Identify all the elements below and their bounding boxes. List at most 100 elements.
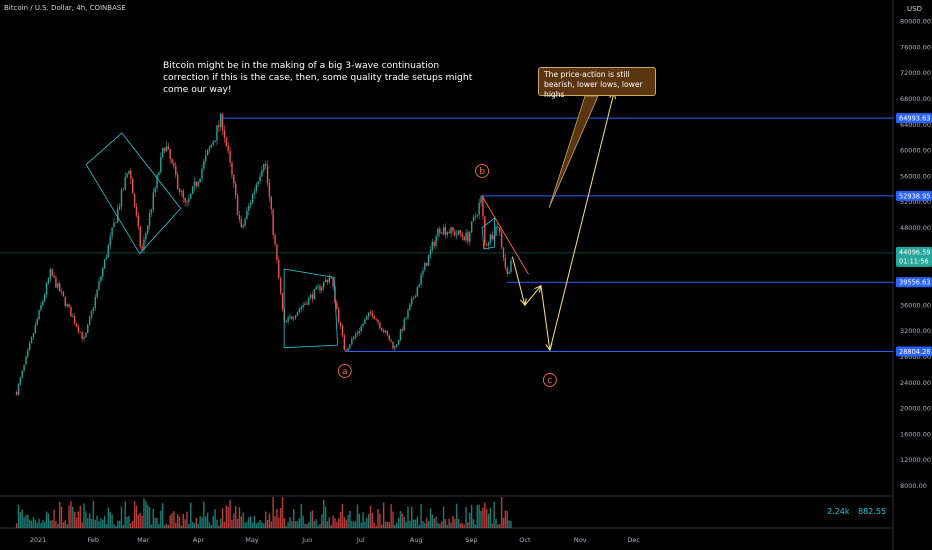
- candle-body: [401, 329, 404, 331]
- candle-body: [484, 216, 486, 245]
- volume-bar: [324, 506, 327, 528]
- volume-bar: [98, 521, 100, 528]
- candle-body: [384, 331, 387, 333]
- volume-bar: [171, 513, 173, 528]
- volume-bar: [182, 513, 184, 528]
- volume-bar: [259, 520, 261, 528]
- candle-body: [478, 202, 480, 215]
- volume-bar: [100, 518, 102, 528]
- candle-body: [225, 138, 228, 146]
- candle-body: [244, 218, 246, 226]
- volume-bar: [32, 517, 35, 528]
- candle-body: [287, 317, 289, 322]
- candle-body: [88, 317, 91, 325]
- candle-body: [268, 182, 271, 198]
- candle-body: [15, 392, 18, 395]
- candle-body: [25, 356, 27, 365]
- volume-bar: [336, 521, 338, 528]
- candle-body: [324, 280, 327, 283]
- volume-bar: [469, 512, 471, 528]
- volume-bar: [184, 519, 186, 528]
- volume-bar: [495, 518, 497, 528]
- descending-trendline: [481, 195, 529, 275]
- volume-bar: [55, 521, 57, 528]
- candle-body: [304, 303, 306, 305]
- volume-pane: [0, 0, 894, 550]
- volume-bar: [117, 520, 119, 528]
- time-tick-label: Mar: [137, 536, 150, 544]
- volume-bar: [90, 519, 93, 528]
- volume-bar: [85, 511, 87, 528]
- candle-body: [184, 197, 186, 203]
- candle-body: [274, 234, 276, 245]
- volume-bar: [107, 507, 110, 528]
- volume-bar: [403, 516, 405, 528]
- currency-label: USD: [907, 5, 922, 13]
- volume-bar: [132, 520, 134, 528]
- candle-body: [190, 193, 192, 199]
- candle-body: [55, 277, 57, 288]
- candle-body: [308, 297, 310, 305]
- candle-body: [83, 337, 85, 339]
- volume-bar: [17, 504, 20, 528]
- time-tick-label: Jul: [356, 536, 365, 544]
- volume-bar: [206, 512, 209, 528]
- volume-bar: [302, 515, 304, 528]
- candle-body: [467, 232, 469, 242]
- candle-body: [43, 294, 46, 301]
- price-tick-label: 52000.00: [900, 198, 931, 206]
- price-tick-label: 56000.00: [900, 172, 931, 180]
- time-tick-label: Dec: [627, 536, 640, 544]
- time-axis: 2021 Feb Mar Apr May Jun Jul Aug Sep Oct Nov Dec: [30, 536, 641, 544]
- volume-bar: [238, 507, 241, 528]
- volume-bar: [467, 522, 469, 528]
- candle-body: [242, 225, 244, 228]
- bearish-note: The price-action is still bearish, lower…: [538, 67, 656, 99]
- price-tick-label: 80000.00: [900, 18, 931, 26]
- volume-bar: [188, 524, 190, 528]
- candle-body: [422, 270, 424, 275]
- candle-body: [489, 234, 492, 243]
- volume-bar: [165, 523, 168, 528]
- candle-body: [452, 227, 454, 232]
- price-tick-label: 48000.00: [900, 224, 931, 232]
- candle-body: [294, 315, 297, 318]
- candle-body: [201, 168, 203, 179]
- level-tag-label: 64993.63: [899, 115, 930, 123]
- candle-body: [336, 302, 338, 309]
- volume-bar: [186, 511, 188, 528]
- candle-body: [337, 308, 340, 323]
- candle-body: [57, 283, 59, 288]
- candle-body: [72, 316, 74, 318]
- volume-bar: [163, 525, 166, 528]
- volume-bar: [145, 500, 147, 528]
- volume-bar: [221, 508, 224, 528]
- volume-bar: [111, 514, 113, 528]
- level-price-tag: 52938.95: [896, 190, 932, 201]
- volume-bar: [34, 519, 37, 528]
- candle-body: [366, 316, 368, 320]
- volume-bar: [220, 518, 222, 528]
- candle-body: [98, 281, 100, 290]
- candle-body: [23, 364, 25, 371]
- candle-body: [315, 286, 317, 290]
- price-tick-label: 76000.00: [900, 43, 931, 51]
- drawings: [0, 91, 893, 353]
- volume-bar: [94, 519, 96, 528]
- volume-bar: [216, 519, 218, 528]
- volume-bar: [152, 508, 155, 528]
- volume-bar: [42, 520, 44, 528]
- wave-label-b: b: [479, 167, 485, 177]
- volume-bar: [15, 523, 18, 528]
- volume-bar: [87, 518, 89, 528]
- candle-body: [214, 140, 216, 143]
- volume-bar: [347, 514, 349, 528]
- candle-body: [367, 312, 370, 317]
- volume-bar: [109, 512, 111, 528]
- volume-bar: [45, 511, 48, 528]
- candle-body: [21, 370, 23, 378]
- chart-title: Bitcoin / U.S. Dollar, 4h, COINBASE: [4, 4, 126, 12]
- candle-body: [399, 329, 402, 340]
- candle-body: [306, 303, 308, 305]
